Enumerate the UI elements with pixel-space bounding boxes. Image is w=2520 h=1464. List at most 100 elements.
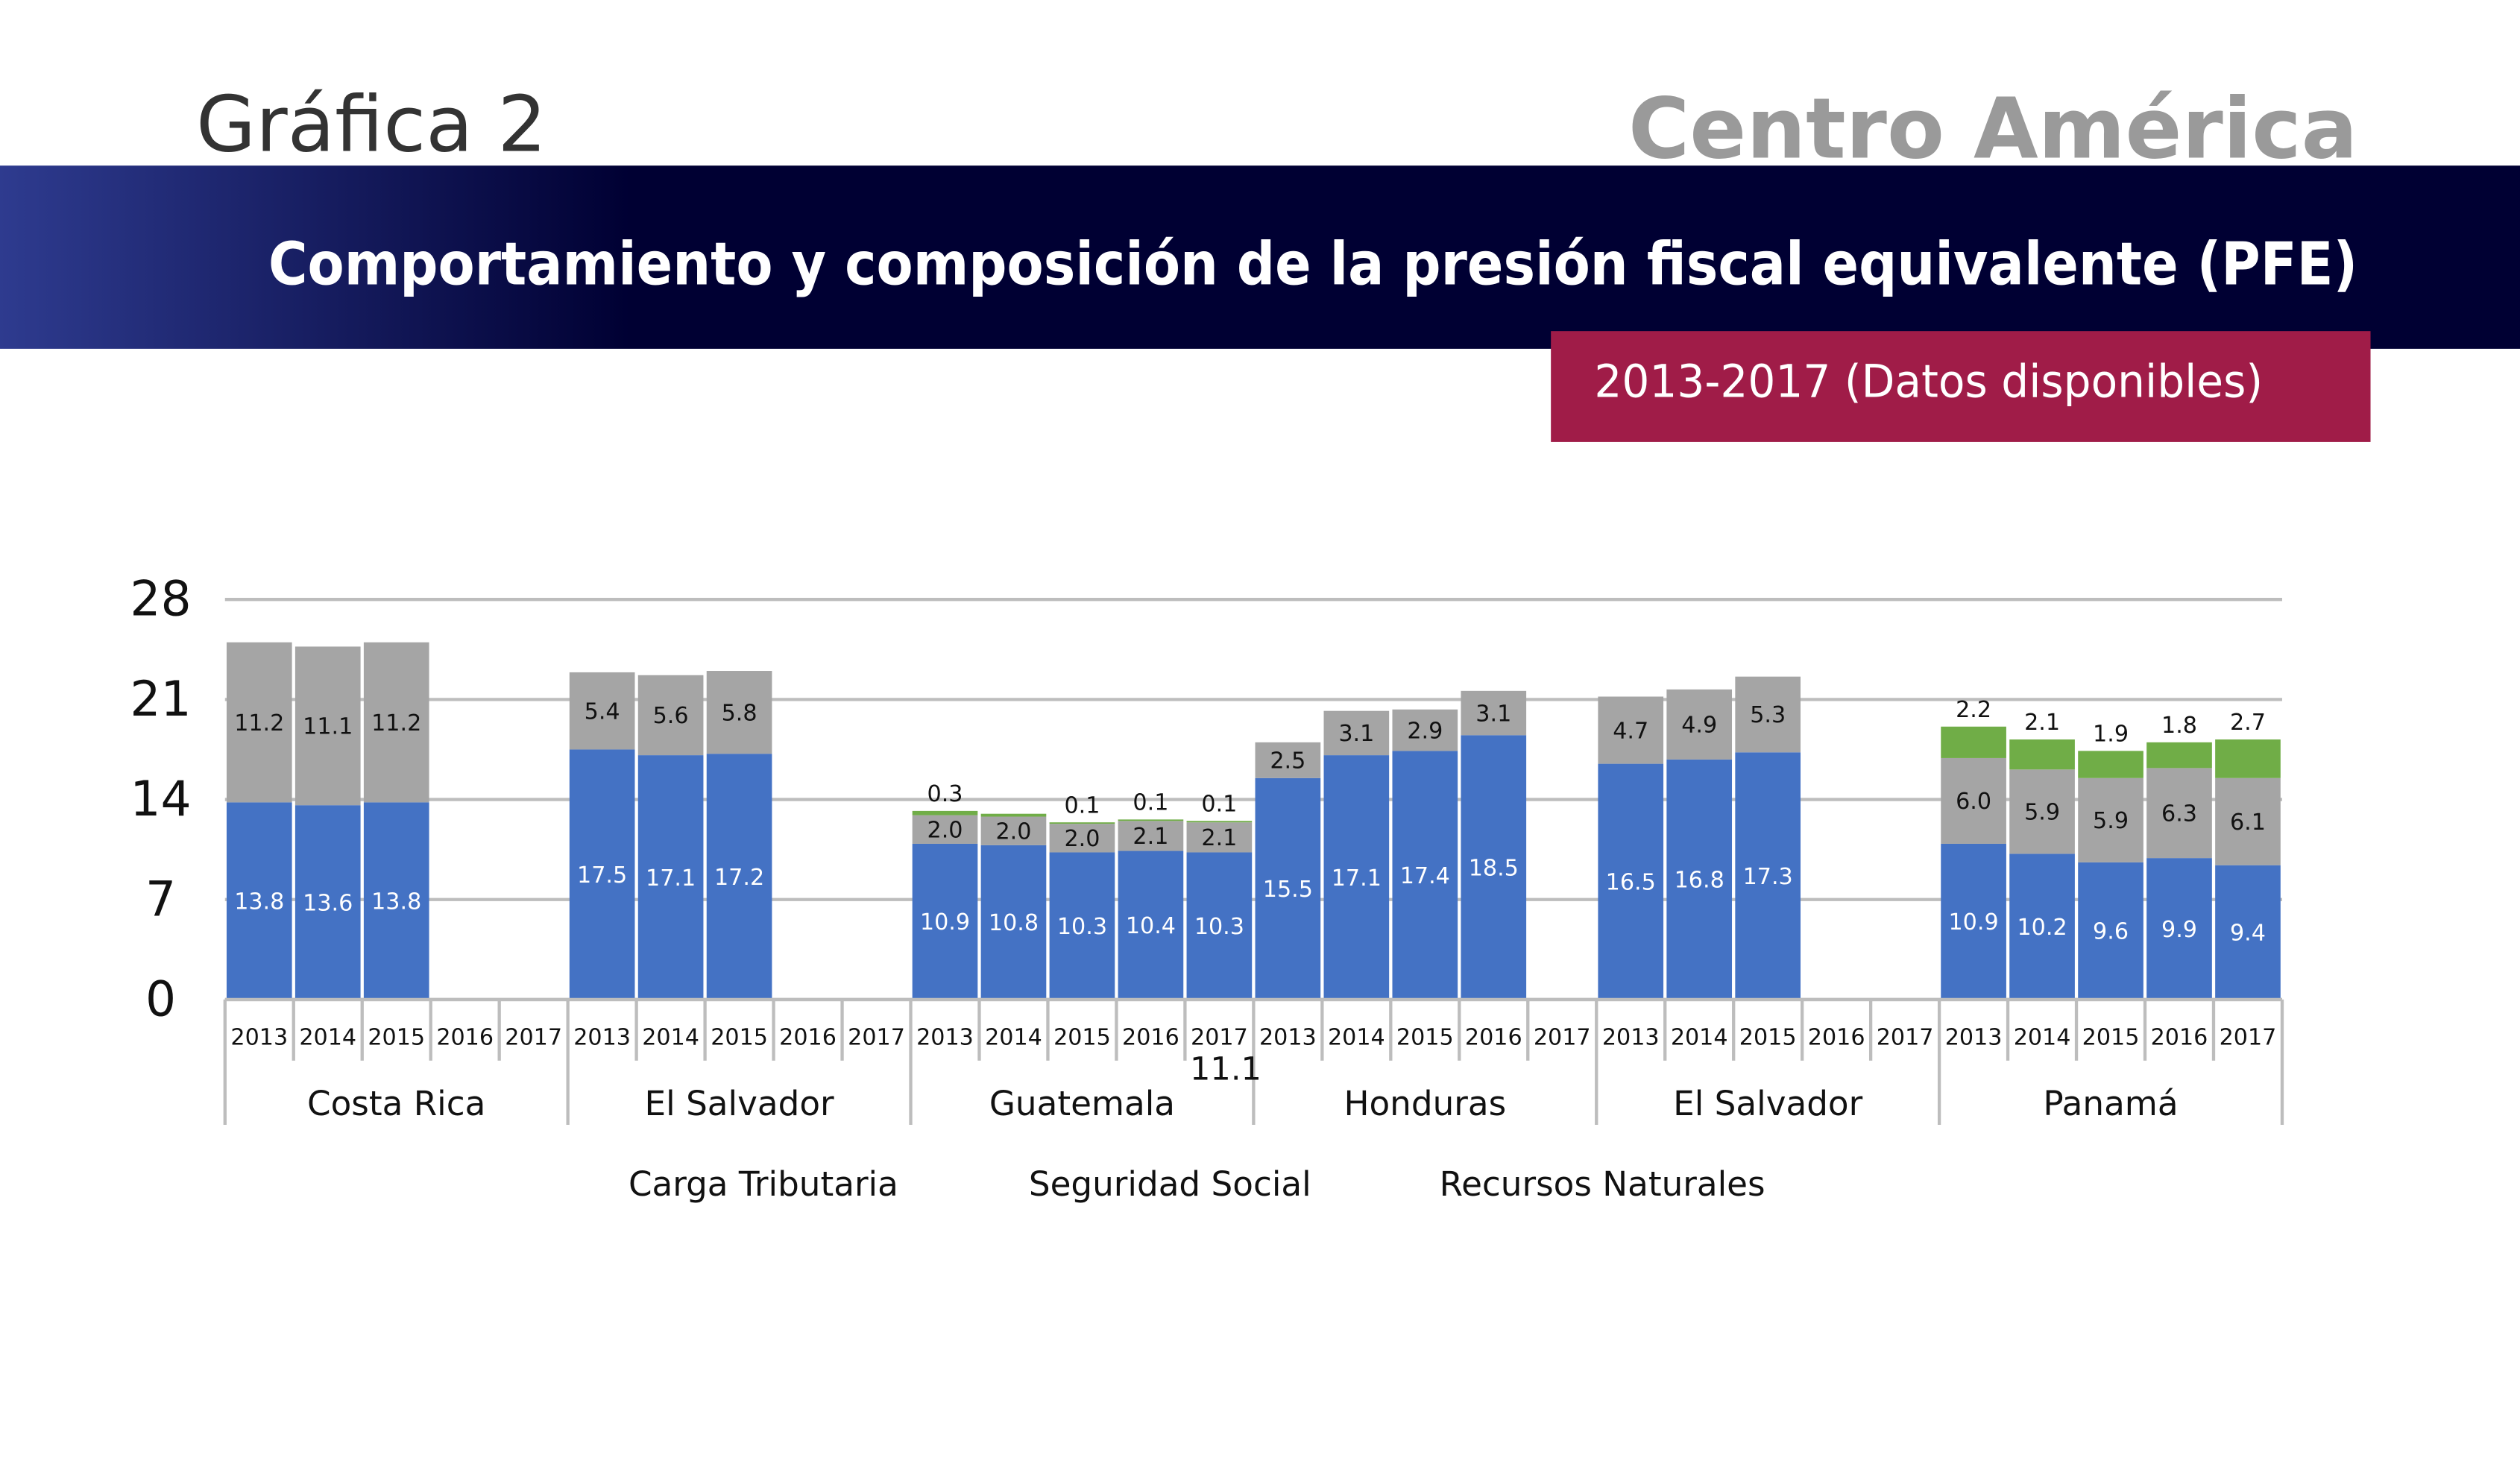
data-label: 0.1	[1201, 791, 1237, 817]
bar-seguridad-social	[2215, 777, 2281, 865]
country-label: El Salvador	[645, 1084, 834, 1123]
bar-recursos-naturales	[1941, 726, 2006, 758]
year-label: 2013	[230, 1024, 288, 1050]
legend-item: Seguridad Social	[1029, 1164, 1311, 1204]
data-label: 10.3	[1057, 914, 1107, 940]
bar-recursos-naturales	[2146, 742, 2212, 769]
data-label: 10.4	[1126, 913, 1176, 939]
data-label: 3.1	[1475, 701, 1511, 727]
data-label: 11.2	[371, 710, 421, 736]
year-label: 2014	[1328, 1024, 1385, 1050]
data-label: 15.5	[1263, 877, 1313, 903]
bar-carga-tributaria	[1941, 843, 2006, 1000]
data-label: 2.5	[1270, 748, 1305, 774]
data-label: 9.4	[2230, 921, 2266, 947]
year-label: 2015	[1053, 1024, 1111, 1050]
bar-recursos-naturales	[980, 813, 1047, 817]
bar-carga-tributaria	[637, 755, 704, 1000]
legend-item: Carga Tributaria	[629, 1164, 898, 1204]
data-label: 0.3	[927, 781, 963, 807]
data-label: 1.8	[2161, 713, 2197, 739]
data-label: 2.7	[2230, 710, 2266, 736]
year-label: 2014	[299, 1024, 356, 1050]
bar-seguridad-social	[980, 816, 1047, 845]
bar-carga-tributaria	[569, 749, 635, 1000]
bar-seguridad-social	[1392, 709, 1458, 751]
year-label: 2013	[1945, 1024, 2003, 1050]
year-label: 2017	[848, 1024, 905, 1050]
bar-carga-tributaria	[1049, 852, 1115, 1000]
bar-carga-tributaria	[912, 843, 978, 1000]
country-label: Guatemala	[989, 1084, 1175, 1123]
country-label: Honduras	[1344, 1084, 1506, 1123]
bar-carga-tributaria	[226, 802, 292, 1000]
country-label: Panamá	[2043, 1084, 2178, 1123]
bar-recursos-naturales	[1186, 821, 1253, 823]
bar-carga-tributaria	[1461, 735, 1527, 1000]
year-label: 2016	[779, 1024, 837, 1050]
data-label: 2.1	[1133, 824, 1168, 850]
data-label: 2.9	[1407, 718, 1443, 744]
bar-seguridad-social	[363, 642, 429, 803]
bar-seguridad-social	[1941, 757, 2006, 844]
figure-label: Gráfica 2	[196, 81, 546, 170]
data-label: 18.5	[1469, 855, 1519, 881]
data-label: 0.1	[1133, 789, 1168, 815]
year-label: 2016	[1465, 1024, 1522, 1050]
country-label: El Salvador	[1673, 1084, 1862, 1123]
year-label: 2014	[1671, 1024, 1728, 1050]
y-tick-label: 7	[145, 871, 176, 927]
data-label: 16.5	[1606, 870, 1656, 896]
bar-carga-tributaria	[2009, 854, 2075, 1000]
bar-carga-tributaria	[1255, 777, 1321, 1000]
bar-seguridad-social	[1323, 710, 1390, 756]
data-label: 13.8	[234, 889, 284, 915]
data-label: 4.7	[1613, 718, 1648, 744]
stacked-bar-chart: 0 7 14 21 28 Costa Rica 2013 13.8 11.2 2014 13.6 11…	[130, 572, 2284, 1204]
bar-carga-tributaria	[2215, 865, 2281, 1000]
bar-seguridad-social	[1186, 822, 1253, 853]
bar-seguridad-social	[912, 815, 978, 844]
bar-carga-tributaria	[294, 805, 361, 1000]
bar-recursos-naturales	[2009, 739, 2075, 770]
data-label: 17.1	[1332, 865, 1382, 892]
bar-recursos-naturales	[1118, 819, 1184, 821]
bar-carga-tributaria	[1392, 751, 1458, 1000]
stray-data-label: 11.1	[1190, 1051, 1261, 1088]
bar-seguridad-social	[2009, 769, 2075, 854]
bar-carga-tributaria	[1118, 851, 1184, 1000]
year-label: 2014	[642, 1024, 699, 1050]
data-label: 2.2	[1956, 697, 1991, 723]
data-label: 2.0	[927, 818, 963, 844]
year-label: 2017	[1534, 1024, 1591, 1050]
data-label: 5.9	[2024, 800, 2060, 826]
year-label: 2017	[1877, 1024, 1934, 1050]
year-label: 2016	[436, 1024, 494, 1050]
bar-seguridad-social	[1666, 689, 1733, 760]
bar-carga-tributaria	[1323, 755, 1390, 1000]
bar-seguridad-social	[706, 671, 772, 754]
data-label: 16.8	[1675, 868, 1724, 894]
year-label: 2013	[573, 1024, 631, 1050]
data-label: 11.1	[303, 714, 353, 740]
bar-recursos-naturales	[2215, 739, 2281, 778]
bar-recursos-naturales	[2078, 751, 2143, 778]
data-label: 10.2	[2017, 915, 2067, 941]
bar-seguridad-social	[569, 672, 635, 750]
data-label: 17.1	[646, 865, 696, 892]
data-label: 10.8	[989, 910, 1039, 936]
data-label: 17.3	[1743, 864, 1793, 890]
year-label: 2016	[1808, 1024, 1865, 1050]
period-label: 2013-2017 (Datos disponibles)	[1594, 356, 2263, 408]
year-label: 2016	[2151, 1024, 2208, 1050]
bar-seguridad-social	[1255, 742, 1321, 778]
y-tick-label: 0	[145, 971, 176, 1027]
bar-carga-tributaria	[2078, 862, 2143, 1000]
bar-seguridad-social	[1735, 676, 1801, 753]
data-label: 9.6	[2093, 919, 2129, 945]
bar-carga-tributaria	[1735, 752, 1801, 1000]
year-label: 2015	[2082, 1024, 2140, 1050]
bar-seguridad-social	[1598, 696, 1664, 764]
data-label: 11.2	[234, 710, 284, 736]
bar-recursos-naturales	[1049, 822, 1115, 824]
